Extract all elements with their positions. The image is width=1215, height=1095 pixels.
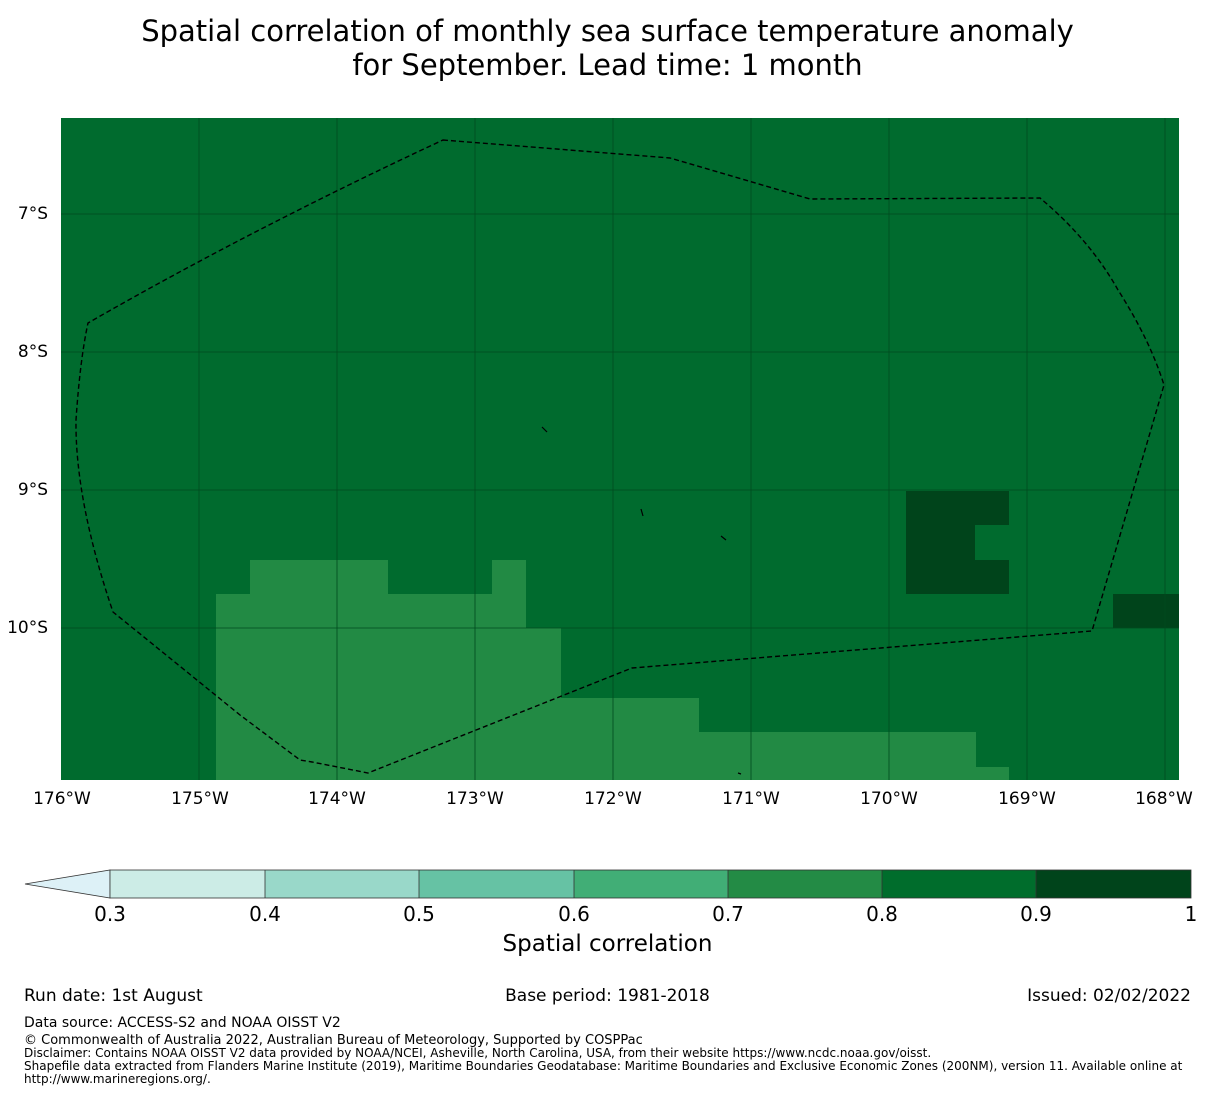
colorbar bbox=[24, 869, 1192, 899]
colorbar-tick-0.3: 0.3 bbox=[94, 902, 126, 926]
colorbar-outline bbox=[109, 869, 1192, 899]
chart-title: Spatial correlation of monthly sea surfa… bbox=[0, 14, 1215, 82]
disclaimer: Disclaimer: Contains NOAA OISST V2 data … bbox=[24, 1046, 932, 1060]
shapefile-credit: Shapefile data extracted from Flanders M… bbox=[24, 1059, 1183, 1086]
copyright-notice: © Commonwealth of Australia 2022, Austra… bbox=[24, 1033, 643, 1048]
lon-label-169w: 169°W bbox=[998, 789, 1056, 809]
colorbar-segment-0.6-0.7 bbox=[574, 870, 728, 898]
light-correlation-region bbox=[216, 560, 1009, 780]
colorbar-label: Spatial correlation bbox=[502, 931, 713, 957]
lon-label-174w: 174°W bbox=[308, 789, 366, 809]
lat-label-9s: 9°S bbox=[17, 480, 48, 500]
high-correlation-region bbox=[906, 491, 1179, 628]
colorbar-segment-0.7-0.8 bbox=[728, 870, 882, 898]
colorbar-tick-0.7: 0.7 bbox=[712, 902, 744, 926]
lon-label-170w: 170°W bbox=[860, 789, 918, 809]
lon-label-175w: 175°W bbox=[171, 789, 229, 809]
colorbar-tick-0.8: 0.8 bbox=[866, 902, 898, 926]
issued-date: Issued: 02/02/2022 bbox=[1027, 986, 1191, 1006]
eez-boundary-line bbox=[75, 139, 1165, 774]
colorbar-tick-0.5: 0.5 bbox=[403, 902, 435, 926]
correlation-map bbox=[61, 118, 1179, 780]
lon-label-168w: 168°W bbox=[1135, 789, 1193, 809]
lon-label-172w: 172°W bbox=[584, 789, 642, 809]
lat-label-8s: 8°S bbox=[17, 342, 48, 362]
colorbar-segment-0.4-0.5 bbox=[265, 870, 419, 898]
title-line-1: Spatial correlation of monthly sea surfa… bbox=[141, 14, 1074, 48]
colorbar-segment-0.3-0.4 bbox=[110, 870, 265, 898]
island-outlines bbox=[541, 426, 742, 775]
lon-label-171w: 171°W bbox=[722, 789, 780, 809]
colorbar-segment-0.5-0.6 bbox=[419, 870, 574, 898]
data-source: Data source: ACCESS-S2 and NOAA OISST V2 bbox=[24, 1015, 341, 1031]
colorbar-segment-0.9-1 bbox=[1036, 870, 1191, 898]
lon-label-176w: 176°W bbox=[33, 789, 91, 809]
title-line-2: for September. Lead time: 1 month bbox=[352, 48, 863, 82]
colorbar-tick-0.6: 0.6 bbox=[558, 902, 590, 926]
colorbar-segment-0.8-0.9 bbox=[882, 870, 1036, 898]
lat-label-7s: 7°S bbox=[17, 204, 48, 224]
lon-label-173w: 173°W bbox=[446, 789, 504, 809]
colorbar-tick-0.4: 0.4 bbox=[249, 902, 281, 926]
run-date: Run date: 1st August bbox=[24, 986, 203, 1006]
base-period: Base period: 1981-2018 bbox=[505, 986, 710, 1006]
colorbar-extension-arrow bbox=[24, 869, 111, 899]
colorbar-tick-0.9: 0.9 bbox=[1020, 902, 1052, 926]
lat-label-10s: 10°S bbox=[7, 618, 48, 638]
map-gridlines bbox=[61, 118, 1179, 780]
colorbar-tick-1: 1 bbox=[1184, 902, 1198, 926]
